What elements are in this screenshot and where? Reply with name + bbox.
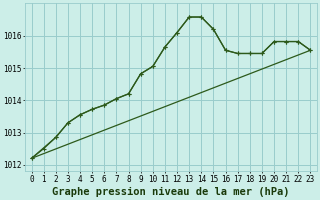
X-axis label: Graphe pression niveau de la mer (hPa): Graphe pression niveau de la mer (hPa) xyxy=(52,186,290,197)
